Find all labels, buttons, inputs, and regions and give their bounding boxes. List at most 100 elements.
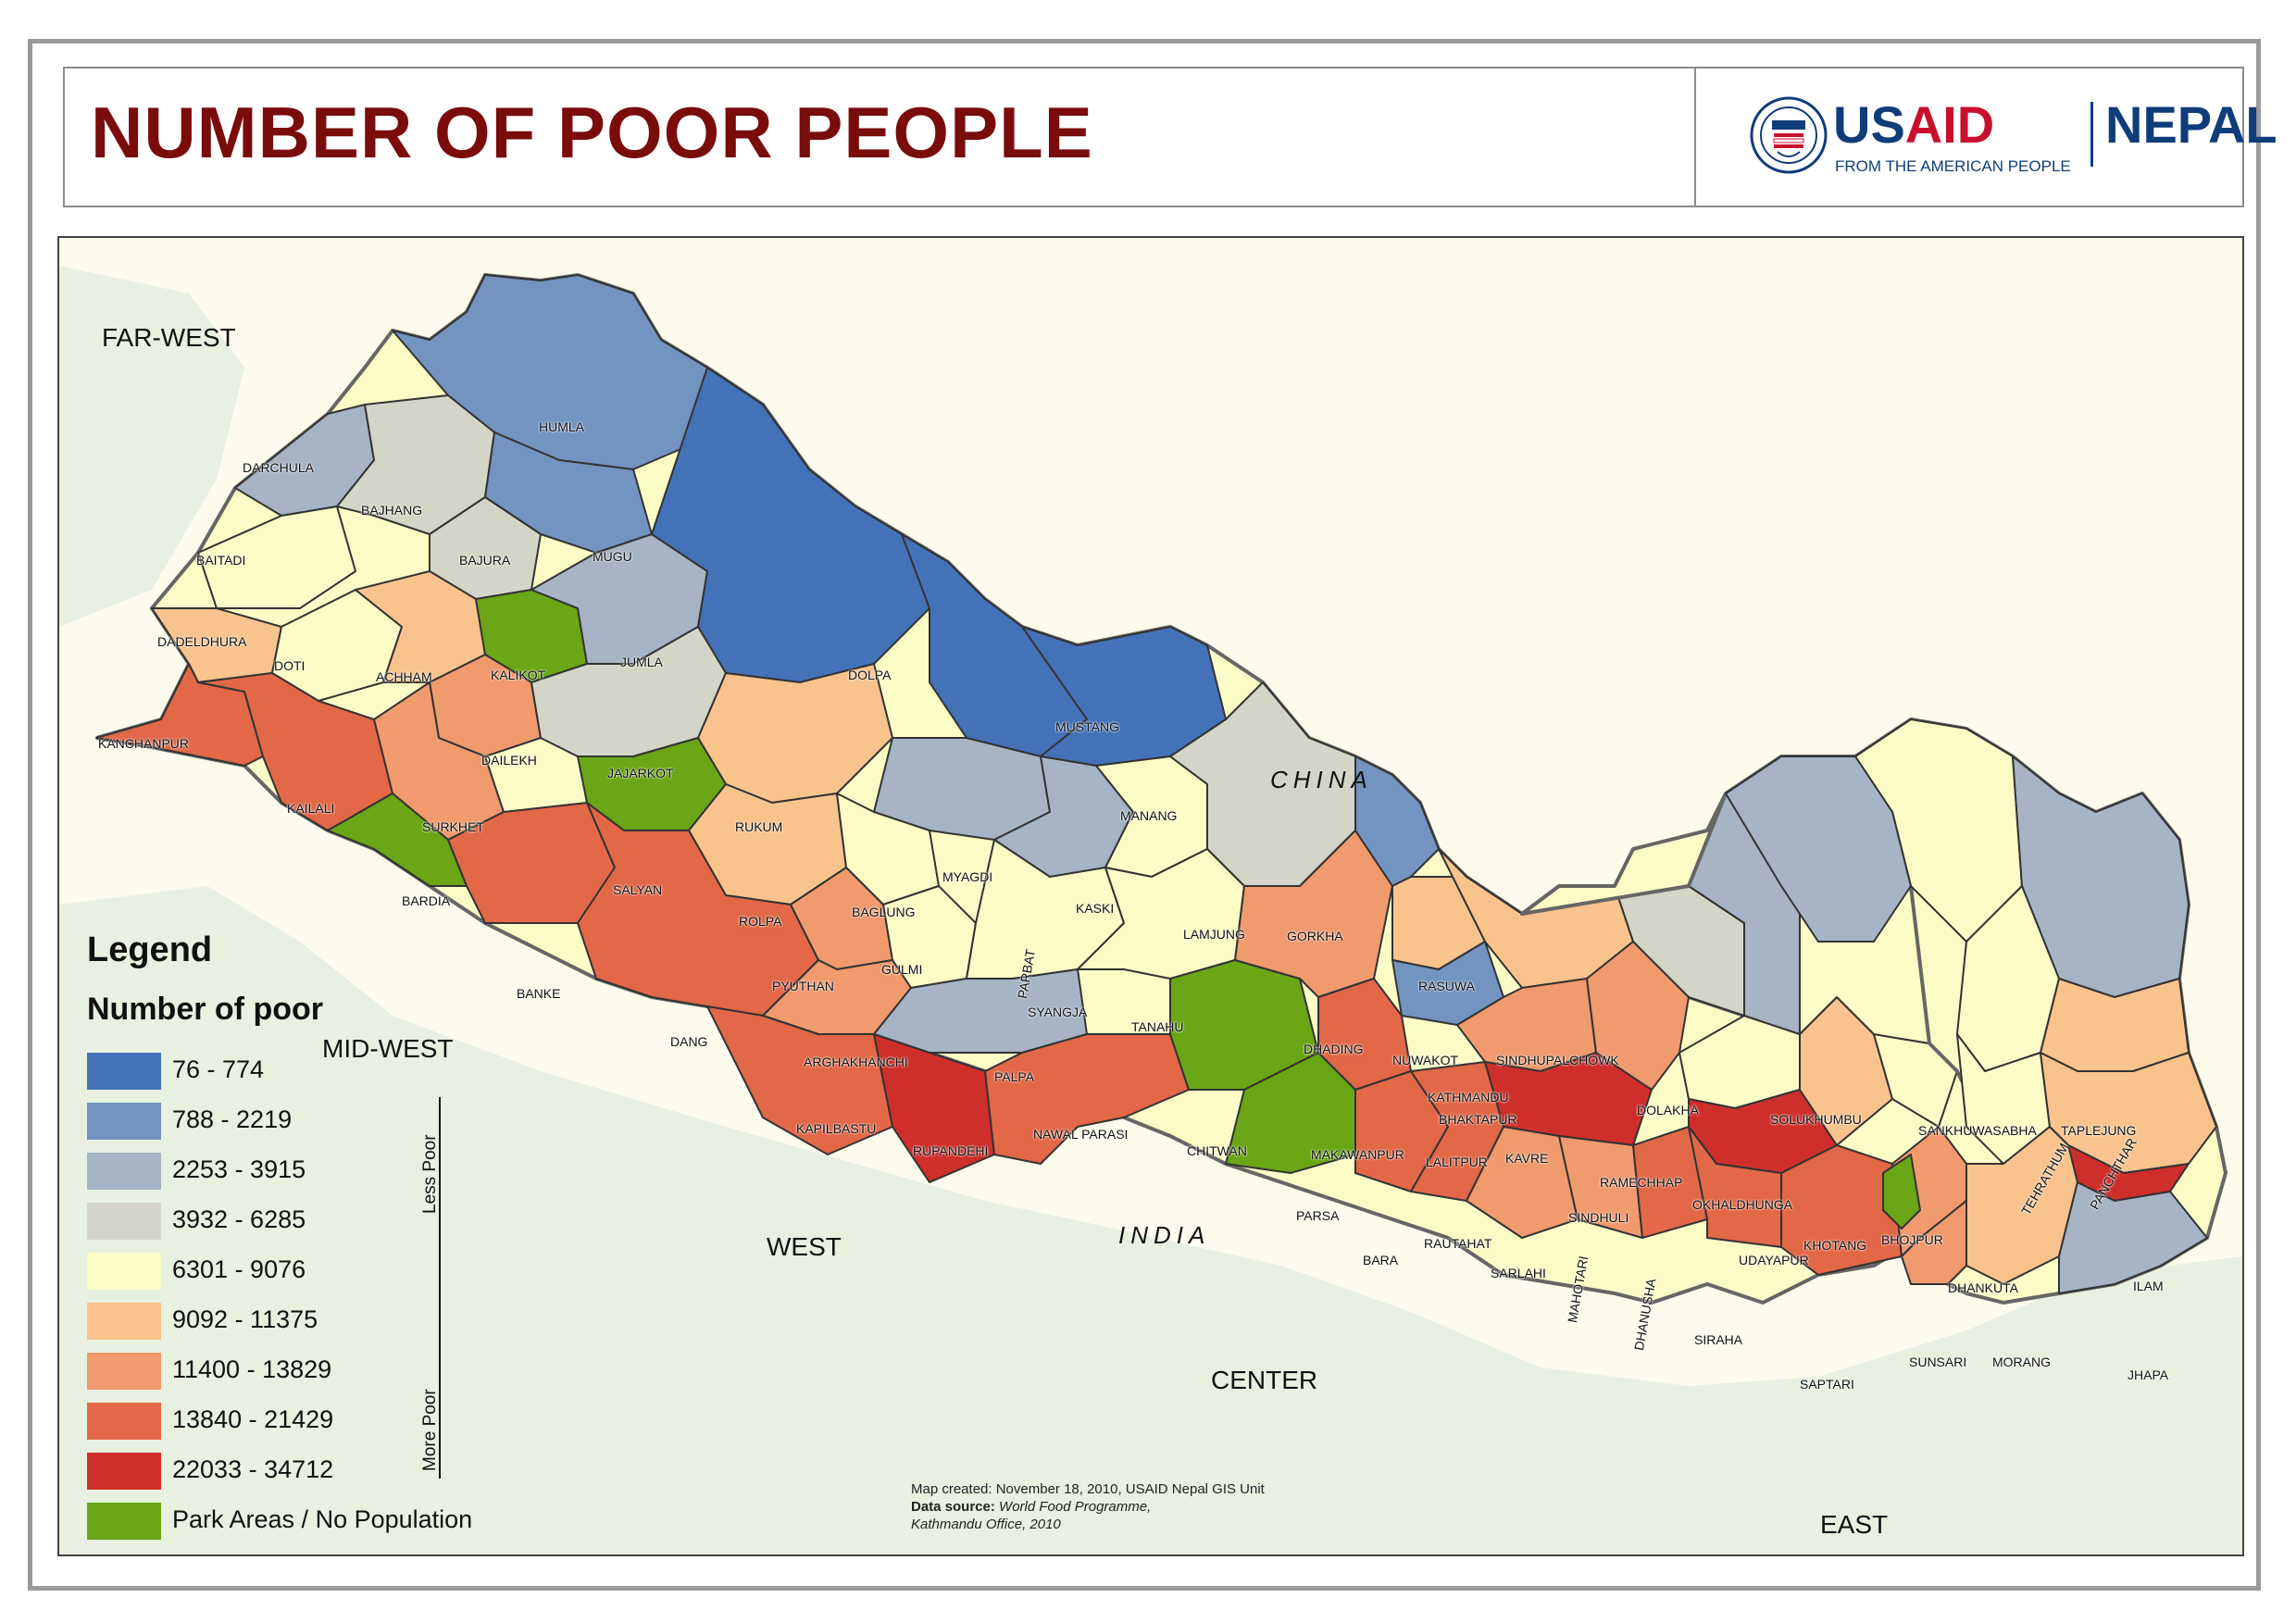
usaid-wordmark: USAID: [1833, 95, 1995, 154]
district-label: MUGU: [593, 549, 632, 564]
district-label: SINDHULI: [1568, 1210, 1629, 1225]
country-label-india: INDIA: [1118, 1221, 1211, 1249]
region-label-west: WEST: [767, 1232, 842, 1261]
district-label: DOLAKHA: [1637, 1103, 1699, 1117]
zone-rasuwa: [1354, 755, 1440, 887]
district-label: TANAHU: [1131, 1019, 1184, 1034]
zone-chitwan: [1169, 959, 1319, 1091]
district-label: BAITADI: [196, 553, 246, 568]
legend-item: 22033 - 34712: [87, 1453, 550, 1490]
header-divider: [1694, 69, 1696, 206]
district-label: BHOJPUR: [1881, 1232, 1943, 1247]
region-label-east: EAST: [1820, 1510, 1889, 1539]
district-label: OKHALDHUNGA: [1692, 1197, 1793, 1212]
district-label: SUNSARI: [1909, 1355, 1967, 1369]
district-label: UDAYAPUR: [1739, 1253, 1809, 1267]
legend-label: 76 - 774: [172, 1055, 265, 1083]
legend-swatch: [87, 1053, 161, 1090]
credits-created: Map created: November 18, 2010, USAID Ne…: [911, 1481, 1265, 1497]
legend-swatch: [87, 1203, 161, 1240]
credits-office: Kathmandu Office, 2010: [911, 1517, 1061, 1532]
region-label-mid-west: MID-WEST: [322, 1034, 454, 1063]
district-label: SURKHET: [422, 819, 484, 834]
usaid-seal-icon: [1750, 96, 1828, 174]
district-label: NUWAKOT: [1392, 1053, 1459, 1067]
district-label: SOLUKHUMBU: [1770, 1112, 1862, 1127]
district-label: ROLPA: [739, 914, 782, 929]
page-title: NUMBER OF POOR PEOPLE: [91, 92, 1093, 173]
zone-koshi-park: [1882, 1154, 1921, 1230]
nepal-map: [59, 238, 2242, 1554]
district-label: BAJHANG: [361, 503, 423, 518]
district-label: JAJARKOT: [607, 766, 674, 780]
district-label: RAUTAHAT: [1424, 1236, 1492, 1251]
district-label: TAPLEJUNG: [2061, 1123, 2137, 1138]
nepal-wordmark: NEPAL: [2105, 95, 2277, 154]
india-area: [59, 886, 2242, 1554]
district-label: SARLAHI: [1491, 1266, 1546, 1280]
legend-axis-line: [439, 1097, 441, 1479]
district-label: DARCHULA: [243, 460, 315, 475]
district-label: RUKUM: [735, 819, 783, 834]
district-label: JUMLA: [620, 655, 663, 669]
zone-sunsari-east: [1901, 1200, 1967, 1285]
region-label-far-west: FAR-WEST: [102, 323, 236, 352]
district-label: KAILALI: [287, 801, 335, 816]
legend-swatch: [87, 1103, 161, 1140]
district-label: BANKE: [517, 986, 561, 1001]
district-label: DANG: [670, 1034, 708, 1049]
legend-less-poor: Less Poor: [420, 1134, 440, 1214]
legend-label: 788 - 2219: [172, 1105, 293, 1133]
district-label: MANANG: [1120, 808, 1178, 823]
logo-separator: [2090, 102, 2093, 167]
legend-label: 3932 - 6285: [172, 1205, 306, 1233]
district-label: BARDIA: [402, 893, 451, 908]
legend-swatch: [87, 1403, 161, 1440]
district-label: ILAM: [2133, 1279, 2164, 1293]
district-label: HUMLA: [539, 419, 585, 434]
district-label: KALIKOT: [491, 668, 546, 682]
zone-sarlahi: [1466, 1126, 1578, 1239]
country-label-china: CHINA: [1270, 766, 1373, 793]
district-label: KATHMANDU: [1428, 1090, 1509, 1105]
region-label-center: CENTER: [1211, 1366, 1318, 1394]
zone-nawalparasi: [984, 1033, 1190, 1165]
legend-swatch: [87, 1503, 161, 1540]
district-label: DHADING: [1304, 1042, 1364, 1056]
district-label: JHAPA: [2128, 1367, 2169, 1382]
district-label: BARA: [1363, 1253, 1399, 1267]
legend-label: 22033 - 34712: [172, 1455, 334, 1483]
eastern-districts: [1520, 718, 2227, 1305]
legend-label: 13840 - 21429: [172, 1405, 334, 1433]
credits-source: Data source: World Food Programme,: [911, 1498, 1265, 1516]
district-label: NAWAL PARASI: [1033, 1127, 1129, 1142]
district-label: SINDHUPALCHOWK: [1496, 1053, 1619, 1067]
credits-source-value: World Food Programme,: [999, 1499, 1152, 1515]
district-label: CHITWAN: [1187, 1143, 1247, 1158]
legend-label: 9092 - 11375: [172, 1305, 318, 1333]
legend-title: Legend: [87, 930, 213, 969]
legend-swatch: [87, 1253, 161, 1290]
district-label: MUSTANG: [1055, 719, 1119, 734]
district-label: RAMECHHAP: [1600, 1175, 1683, 1190]
legend: Legend Number of poor 76 - 774 788 - 2219…: [87, 930, 550, 1540]
credits-source-label: Data source:: [911, 1499, 995, 1515]
district-label: DHANKUTA: [1948, 1280, 2018, 1295]
district-label: KHOTANG: [1803, 1238, 1867, 1253]
legend-item: 788 - 2219: [87, 1103, 550, 1140]
legend-label: Park Areas / No Population: [172, 1505, 473, 1533]
legend-more-poor: More Poor: [420, 1389, 440, 1471]
zone-jhapa: [2058, 1181, 2208, 1294]
legend-swatch: [87, 1453, 161, 1490]
district-label: DOLPA: [848, 668, 892, 682]
legend-swatch: [87, 1353, 161, 1390]
district-label: GORKHA: [1287, 929, 1343, 943]
legend-item: 76 - 774: [87, 1053, 550, 1090]
western-neighbor-area: [59, 266, 244, 627]
district-label: MAKAWANPUR: [1311, 1147, 1404, 1162]
district-label: SYANGJA: [1028, 1005, 1088, 1019]
district-label: BAGLUNG: [852, 905, 916, 919]
district-label: KAVRE: [1505, 1151, 1549, 1166]
map-frame: FAR-WEST MID-WEST WEST CENTER EAST CHINA…: [57, 236, 2244, 1556]
district-label: KASKI: [1076, 901, 1115, 916]
